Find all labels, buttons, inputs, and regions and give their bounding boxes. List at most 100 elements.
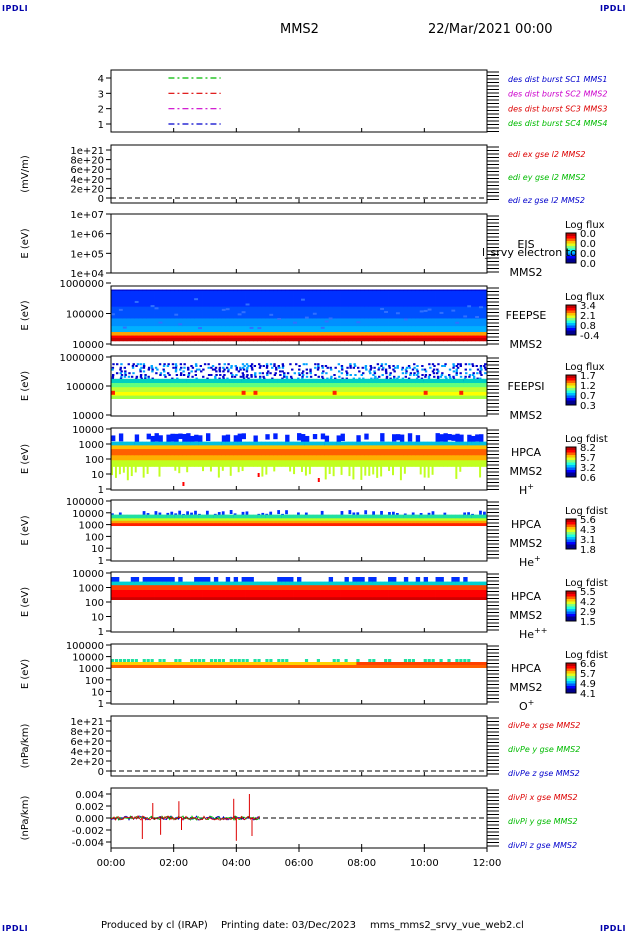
spec-cell bbox=[142, 289, 148, 292]
spec-cell bbox=[320, 523, 326, 527]
spec-cell bbox=[241, 387, 246, 393]
spec-cell bbox=[403, 665, 409, 668]
spec-cell bbox=[403, 441, 409, 446]
spec-cell bbox=[324, 337, 330, 342]
spec-cell bbox=[126, 306, 132, 319]
spec-cell bbox=[146, 318, 151, 327]
spec-cell bbox=[253, 335, 258, 339]
spec-cell bbox=[126, 290, 132, 308]
spec-cell bbox=[142, 395, 148, 399]
spec-cell bbox=[273, 383, 278, 388]
y-tick-label-1-1: 2e+20 bbox=[70, 184, 104, 195]
colorbar-cell bbox=[566, 250, 576, 254]
spec-cell bbox=[202, 387, 207, 393]
spec-cell bbox=[399, 523, 405, 527]
spec-cell bbox=[368, 290, 373, 308]
spec-cell bbox=[475, 445, 480, 450]
spec-cell bbox=[388, 366, 391, 369]
spec-cell bbox=[443, 365, 446, 367]
spec-cell bbox=[158, 455, 163, 461]
spec-cell bbox=[403, 662, 409, 665]
spec-cell bbox=[340, 445, 345, 450]
spec-cell bbox=[415, 441, 421, 446]
spec-cell bbox=[451, 378, 456, 384]
spec-cell bbox=[455, 597, 460, 600]
spec-cell bbox=[221, 383, 227, 388]
spec-cell bbox=[431, 590, 436, 598]
spec-cell bbox=[328, 455, 334, 461]
spec-cell bbox=[435, 372, 439, 375]
spec-cell bbox=[213, 659, 218, 662]
spec-cell bbox=[316, 523, 322, 527]
spec-cell bbox=[154, 460, 159, 467]
spec-cell bbox=[134, 590, 140, 598]
spec-cell bbox=[150, 332, 155, 336]
spec-cell bbox=[304, 332, 310, 336]
spec-cell bbox=[231, 375, 234, 378]
spec-cell bbox=[158, 512, 162, 517]
spec-cell bbox=[399, 441, 405, 446]
spec-cell bbox=[265, 518, 270, 522]
spec-cell bbox=[273, 445, 278, 450]
spec-cell bbox=[337, 363, 341, 366]
spec-cell bbox=[384, 597, 389, 600]
spec-cell bbox=[257, 392, 262, 396]
spec-cell bbox=[411, 306, 417, 319]
spec-cell bbox=[475, 395, 480, 399]
spec-cell bbox=[190, 514, 195, 519]
spec-cell bbox=[174, 441, 179, 446]
spec-cell bbox=[300, 597, 306, 600]
spec-cell bbox=[168, 374, 171, 376]
spec-cell bbox=[407, 518, 413, 522]
spec-cell bbox=[388, 665, 393, 668]
spec-cell bbox=[345, 370, 348, 373]
spec-cell bbox=[265, 449, 270, 456]
spec-cell bbox=[277, 335, 282, 339]
spec-cell bbox=[471, 306, 476, 319]
spec-cell bbox=[202, 290, 207, 308]
colorbar-cell bbox=[566, 611, 576, 614]
spec-cell bbox=[286, 372, 290, 375]
spec-cell bbox=[451, 445, 456, 450]
spec-cell bbox=[126, 520, 132, 524]
spec-cell bbox=[419, 665, 425, 668]
spec-cell bbox=[312, 665, 318, 668]
spec-cell bbox=[344, 290, 349, 308]
spec-cell bbox=[372, 659, 376, 662]
spec-cell bbox=[320, 335, 326, 339]
spec-cell bbox=[278, 366, 281, 369]
spec-cell bbox=[158, 460, 163, 467]
spec-cell bbox=[320, 290, 326, 308]
legend-item-9-2: divPe z gse MMS2 bbox=[508, 769, 580, 778]
spec-cell bbox=[250, 366, 254, 369]
spec-cell bbox=[463, 590, 468, 598]
spec-cell bbox=[419, 395, 425, 399]
spec-cell bbox=[221, 665, 227, 668]
spec-cell bbox=[221, 449, 227, 456]
spec-cell bbox=[352, 378, 357, 384]
spec-cell bbox=[281, 377, 284, 380]
spec-cell bbox=[340, 306, 345, 319]
colorbar-cell bbox=[566, 536, 576, 540]
spec-cell bbox=[435, 290, 440, 308]
spec-cell bbox=[111, 383, 116, 388]
spec-cell bbox=[432, 368, 436, 371]
spec-cell bbox=[154, 318, 159, 327]
colorbar-cell bbox=[566, 385, 576, 388]
spec-cell bbox=[269, 383, 274, 388]
spec-cell bbox=[154, 326, 159, 333]
spec-cell bbox=[249, 318, 254, 327]
spec-cell bbox=[475, 662, 480, 665]
spec-cell bbox=[435, 332, 440, 336]
spec-cell bbox=[237, 392, 243, 396]
spec-cell bbox=[403, 659, 408, 662]
spec-cell bbox=[225, 395, 231, 399]
spec-cell bbox=[401, 377, 405, 380]
spec-cell bbox=[368, 577, 373, 583]
spec-cell bbox=[257, 387, 262, 393]
spec-cell bbox=[384, 326, 389, 333]
spec-cell bbox=[479, 377, 482, 380]
spec-cell bbox=[377, 368, 380, 371]
spec-cell bbox=[194, 335, 199, 339]
spec-cell bbox=[399, 387, 405, 393]
